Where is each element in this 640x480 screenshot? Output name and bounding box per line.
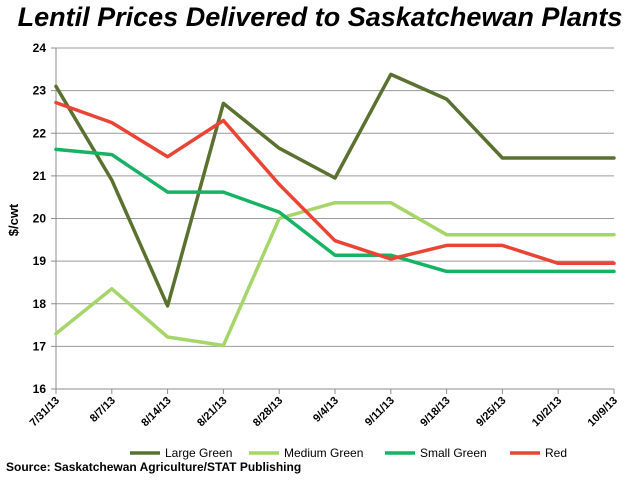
x-tick-label: 9/4/13 xyxy=(311,395,341,425)
y-tick-label: 23 xyxy=(33,84,47,98)
gridlines xyxy=(56,47,614,347)
y-tick-label: 18 xyxy=(33,297,47,311)
legend-item-red: Red xyxy=(510,446,567,460)
legend-item-medium-green: Medium Green xyxy=(249,446,363,460)
legend-label: Red xyxy=(545,446,567,460)
x-tick-label: 9/25/13 xyxy=(474,395,508,429)
series-line-red xyxy=(54,100,616,266)
x-tick-label: 9/18/13 xyxy=(418,395,452,429)
x-tick-label: 8/7/13 xyxy=(88,395,118,425)
legend-label: Medium Green xyxy=(284,446,363,460)
source-note: Source: Saskatchewan Agriculture/STAT Pu… xyxy=(6,460,302,474)
x-tick-label: 10/2/13 xyxy=(530,395,564,429)
x-tick-label: 9/11/13 xyxy=(363,395,397,429)
y-tick-label: 20 xyxy=(33,212,47,226)
legend-item-small-green: Small Green xyxy=(385,446,487,460)
x-tick-label: 7/31/13 xyxy=(28,395,62,429)
series-line-small-green xyxy=(54,147,616,274)
legend: Large Green Medium Green Small Green Red xyxy=(130,446,567,460)
series-line-large-green xyxy=(54,72,616,308)
legend-label: Small Green xyxy=(420,446,487,460)
y-tick-label: 17 xyxy=(33,339,47,353)
series-lines xyxy=(54,72,616,348)
x-tick-label: 8/21/13 xyxy=(195,395,229,429)
x-tick-label: 8/28/13 xyxy=(251,395,285,429)
y-tick-label: 19 xyxy=(33,254,47,268)
legend-item-large-green: Large Green xyxy=(130,446,232,460)
y-axis-label: $/cwt xyxy=(6,203,21,236)
legend-label: Large Green xyxy=(165,446,232,460)
y-tick-label: 16 xyxy=(33,382,47,396)
series-line-medium-green xyxy=(54,200,616,348)
y-tick-label: 22 xyxy=(33,126,47,140)
x-tick-label: 10/9/13 xyxy=(586,395,620,429)
y-tick-label: 24 xyxy=(33,41,47,55)
x-tick-labels: 7/31/13 8/7/13 8/14/13 8/21/13 8/28/13 9/4/13… xyxy=(28,395,620,429)
x-tick-label: 8/14/13 xyxy=(139,395,173,429)
y-tick-labels: 16 17 18 19 20 21 22 23 24 xyxy=(33,41,47,396)
y-tick-label: 21 xyxy=(33,169,47,183)
chart-title: Lentil Prices Delivered to Saskatchewan … xyxy=(17,2,623,32)
axes xyxy=(51,47,615,394)
